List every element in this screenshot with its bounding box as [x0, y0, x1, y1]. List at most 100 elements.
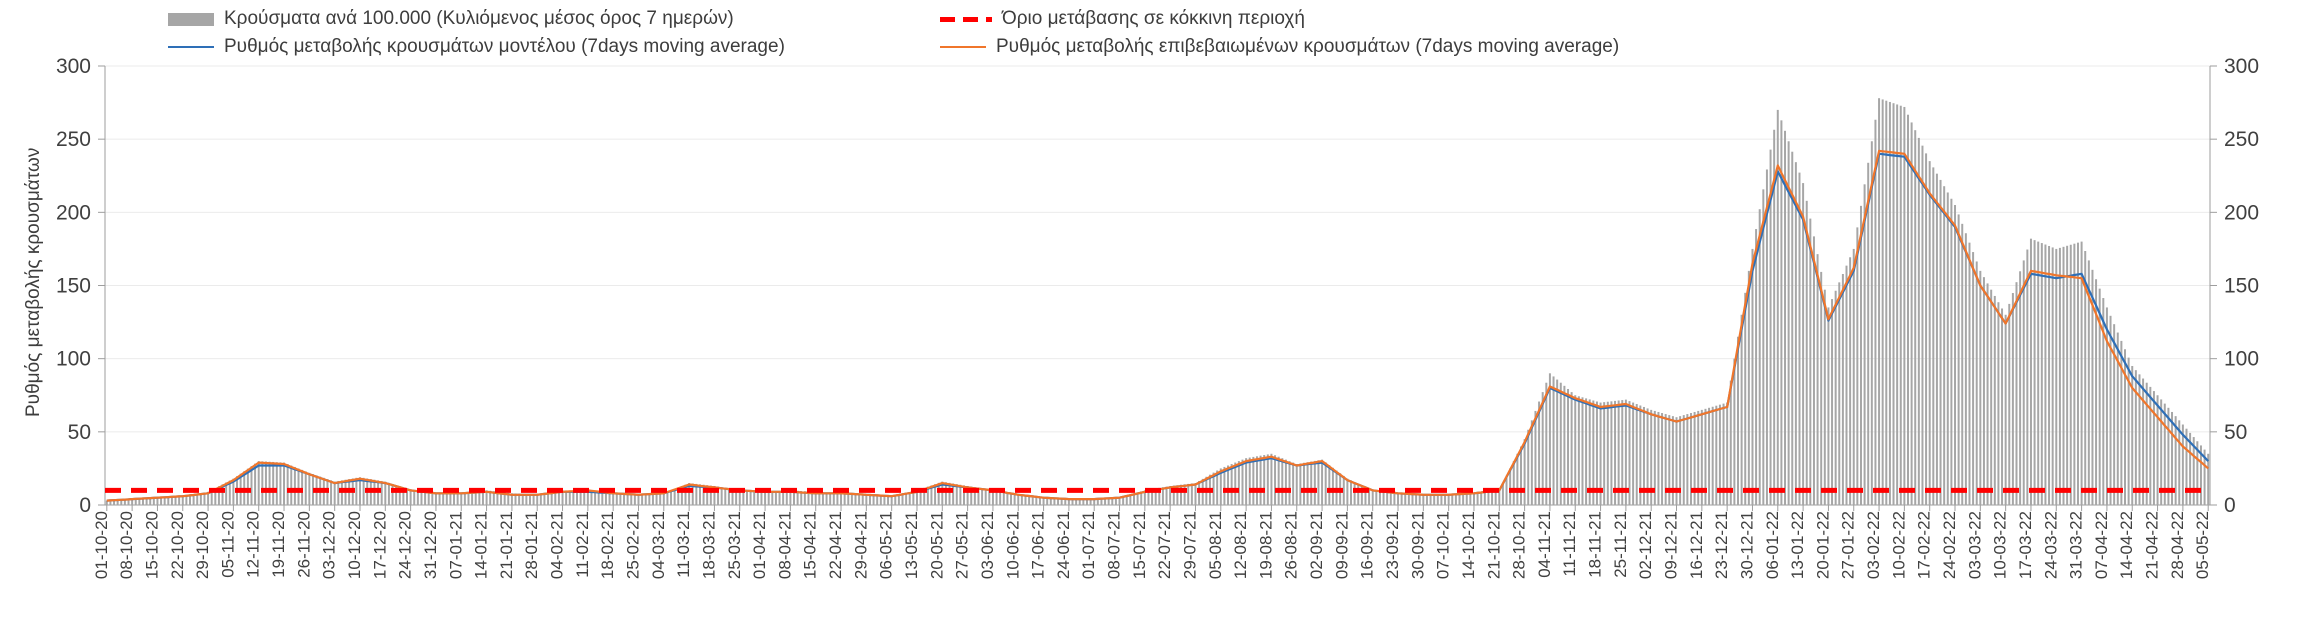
case-bar	[883, 495, 886, 505]
case-bar	[836, 493, 839, 505]
case-bar	[2080, 241, 2083, 505]
case-bar	[1928, 161, 1931, 505]
case-bar	[655, 493, 658, 505]
case-bar	[1335, 470, 1338, 505]
case-bar	[1621, 400, 1624, 505]
case-bar	[937, 482, 940, 505]
y-tick-label-right: 100	[2224, 348, 2259, 371]
case-bar	[1671, 416, 1674, 505]
x-tick-label: 17-03-22	[2016, 511, 2035, 579]
case-bar	[1451, 494, 1454, 505]
case-bar	[489, 490, 492, 505]
case-bar	[706, 485, 709, 505]
case-bar	[1422, 494, 1425, 505]
case-bar	[858, 494, 861, 505]
case-bar	[619, 493, 622, 505]
legend-label-threshold: Όριο μετάβασης σε κόκκινη περιοχή	[1002, 8, 1305, 29]
case-bar	[2051, 247, 2054, 505]
case-bar	[727, 488, 730, 505]
case-bar	[196, 493, 199, 505]
case-bar	[1350, 480, 1352, 505]
case-bar	[174, 496, 177, 505]
x-tick-label: 08-10-20	[117, 511, 136, 579]
y-tick-label-right: 150	[2224, 275, 2259, 298]
case-bar	[1642, 406, 1645, 505]
case-bar	[492, 491, 495, 505]
case-bar	[832, 492, 835, 505]
case-bar	[1013, 494, 1016, 505]
case-bar	[1020, 495, 1023, 505]
case-bar	[203, 492, 206, 505]
x-tick-label: 23-09-21	[1383, 511, 1402, 579]
case-bar	[413, 490, 416, 505]
case-bar	[973, 487, 976, 505]
x-tick-label: 13-05-21	[902, 511, 921, 579]
case-bar	[912, 491, 915, 505]
case-bar	[688, 483, 691, 505]
x-tick-label: 10-06-21	[1003, 511, 1022, 579]
case-bar	[1089, 499, 1092, 505]
case-bar	[1067, 499, 1070, 505]
case-bar	[984, 489, 987, 505]
case-bar	[1288, 461, 1291, 505]
case-bar	[1100, 498, 1103, 505]
case-bar	[1679, 416, 1682, 505]
case-bar	[199, 493, 202, 505]
case-bar	[1154, 488, 1157, 505]
case-bar	[2116, 332, 2119, 505]
case-bar	[510, 493, 513, 505]
case-bar	[677, 487, 680, 505]
case-bar	[409, 490, 412, 505]
case-bar	[966, 485, 969, 505]
case-bar	[1190, 483, 1193, 505]
x-tick-label: 29-10-20	[193, 511, 212, 579]
case-bar	[1245, 458, 1248, 505]
case-bar	[1831, 299, 1834, 505]
case-bar	[268, 461, 271, 505]
case-bar	[854, 494, 857, 505]
x-tick-label: 05-11-20	[218, 511, 237, 578]
case-bar	[120, 499, 123, 505]
x-tick-label: 27-01-22	[1839, 511, 1858, 579]
case-bar	[286, 464, 289, 505]
case-bar	[1682, 415, 1685, 505]
case-bar	[1299, 463, 1302, 505]
y-tick-label-left: 150	[56, 275, 91, 298]
case-bar	[1411, 494, 1414, 505]
x-tick-label: 10-03-22	[1991, 511, 2010, 579]
case-bar	[2029, 238, 2032, 506]
case-bar	[1737, 336, 1739, 505]
case-bar	[427, 492, 430, 505]
x-tick-label: 12-08-21	[1231, 511, 1250, 579]
x-tick-label: 21-04-22	[2143, 511, 2162, 579]
case-bar	[1158, 487, 1161, 505]
case-bar	[1664, 414, 1667, 505]
case-bar	[594, 491, 597, 505]
case-bar	[720, 487, 723, 505]
case-bar	[1487, 491, 1490, 505]
case-bar	[228, 480, 231, 505]
case-bar	[207, 491, 210, 505]
orange-line-icon	[940, 46, 986, 48]
case-bar	[1378, 491, 1381, 505]
case-bar	[1407, 493, 1410, 505]
case-bar	[1809, 218, 1812, 505]
case-bar	[1787, 141, 1790, 505]
case-bar	[420, 491, 423, 505]
case-bar	[1653, 410, 1656, 505]
case-bar	[293, 466, 296, 505]
x-tick-label: 20-05-21	[927, 511, 946, 579]
case-bar	[1697, 410, 1700, 505]
case-bar	[666, 491, 669, 505]
case-bar	[2124, 349, 2126, 505]
case-bar	[1545, 382, 1548, 505]
case-bar	[1711, 406, 1714, 505]
case-bar	[1538, 401, 1541, 505]
case-bar	[1624, 399, 1627, 505]
case-bar	[1689, 413, 1692, 505]
case-bar	[1548, 373, 1551, 505]
case-bar	[767, 491, 770, 505]
case-bar	[438, 493, 441, 505]
case-bar	[333, 481, 336, 505]
case-bar	[1386, 492, 1389, 505]
